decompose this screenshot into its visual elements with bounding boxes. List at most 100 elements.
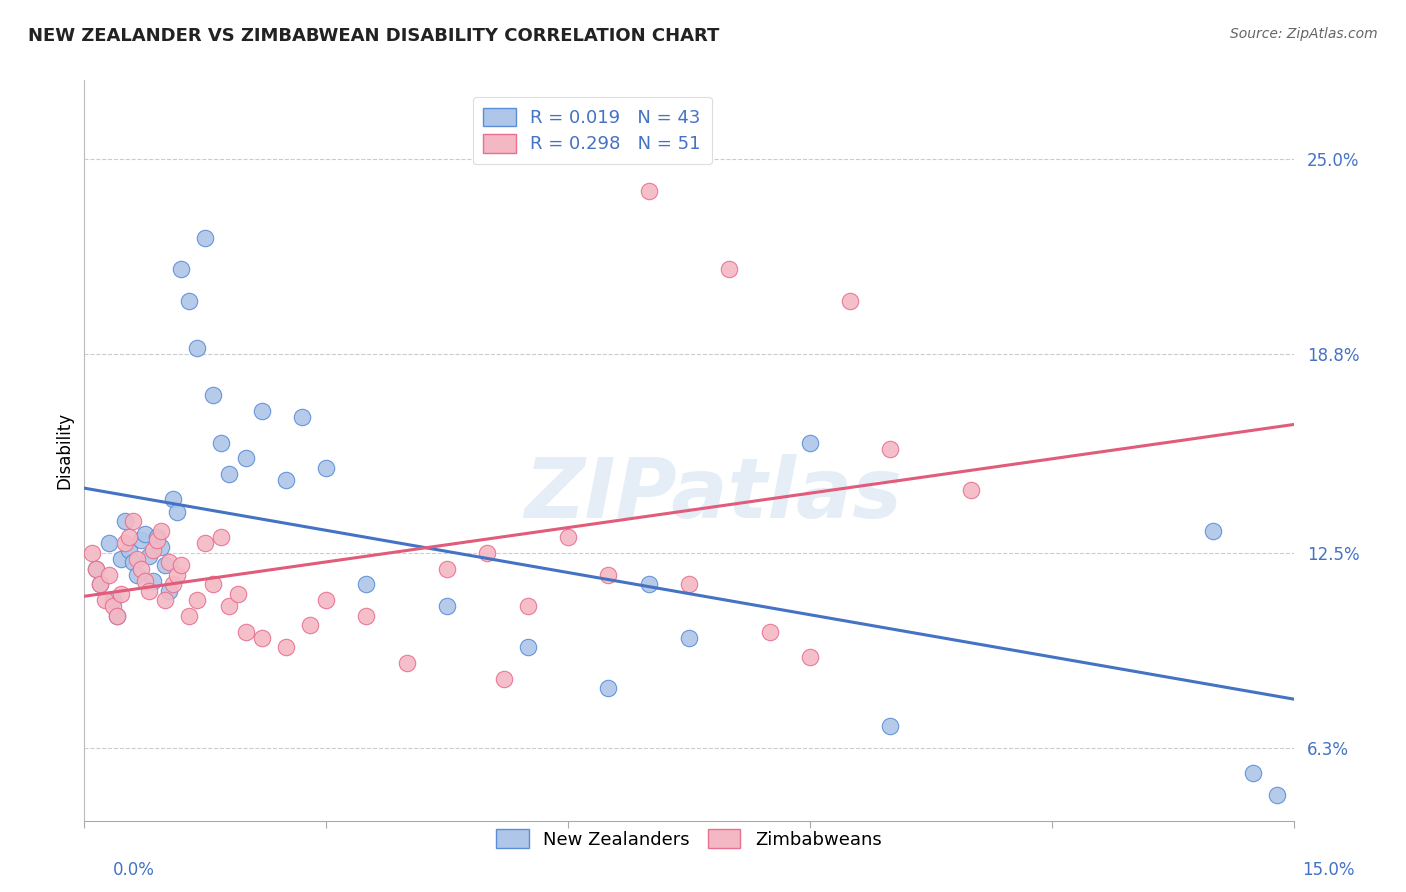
Point xyxy=(170,262,193,277)
Point xyxy=(879,719,901,733)
Point xyxy=(125,552,148,566)
Point xyxy=(114,514,136,528)
Point xyxy=(492,672,515,686)
Point xyxy=(138,549,160,563)
Point xyxy=(134,527,156,541)
Point xyxy=(82,546,104,560)
Point xyxy=(799,435,821,450)
Point xyxy=(1241,766,1264,780)
Point xyxy=(960,483,983,497)
Point xyxy=(395,656,418,670)
Point xyxy=(202,577,225,591)
Point xyxy=(153,593,176,607)
Point xyxy=(477,546,499,560)
Point xyxy=(142,574,165,589)
Point xyxy=(879,442,901,456)
Point xyxy=(110,587,132,601)
Point xyxy=(114,536,136,550)
Point xyxy=(121,555,143,569)
Point xyxy=(194,536,217,550)
Point xyxy=(218,599,240,614)
Point xyxy=(86,561,108,575)
Point xyxy=(226,587,249,601)
Point xyxy=(1202,524,1225,538)
Point xyxy=(274,474,297,488)
Point xyxy=(250,631,273,645)
Point xyxy=(93,593,115,607)
Point xyxy=(598,681,620,696)
Point xyxy=(162,577,184,591)
Point xyxy=(101,599,124,614)
Point xyxy=(101,593,124,607)
Point xyxy=(637,184,659,198)
Point xyxy=(179,293,201,308)
Point xyxy=(157,555,180,569)
Point xyxy=(118,530,141,544)
Point xyxy=(86,561,108,575)
Point xyxy=(186,593,208,607)
Point xyxy=(194,231,217,245)
Text: 15.0%: 15.0% xyxy=(1302,861,1355,879)
Point xyxy=(146,530,169,544)
Point xyxy=(291,410,314,425)
Point xyxy=(202,388,225,402)
Text: ZIPatlas: ZIPatlas xyxy=(524,454,903,535)
Point xyxy=(118,542,141,557)
Point xyxy=(142,542,165,557)
Point xyxy=(516,599,538,614)
Text: 0.0%: 0.0% xyxy=(112,861,155,879)
Point xyxy=(839,293,862,308)
Point xyxy=(146,533,169,548)
Point xyxy=(166,568,188,582)
Point xyxy=(157,583,180,598)
Point xyxy=(436,599,458,614)
Point xyxy=(218,467,240,481)
Point xyxy=(105,608,128,623)
Point xyxy=(315,460,337,475)
Point xyxy=(97,568,120,582)
Point xyxy=(235,624,257,639)
Point xyxy=(89,577,111,591)
Point xyxy=(637,577,659,591)
Point xyxy=(356,608,378,623)
Point xyxy=(516,640,538,655)
Point xyxy=(129,533,152,548)
Text: NEW ZEALANDER VS ZIMBABWEAN DISABILITY CORRELATION CHART: NEW ZEALANDER VS ZIMBABWEAN DISABILITY C… xyxy=(28,27,720,45)
Point xyxy=(799,649,821,664)
Point xyxy=(125,568,148,582)
Point xyxy=(250,404,273,418)
Point xyxy=(678,577,700,591)
Point xyxy=(149,524,172,538)
Point xyxy=(186,341,208,355)
Point xyxy=(129,561,152,575)
Point xyxy=(97,536,120,550)
Point xyxy=(149,540,172,554)
Point xyxy=(105,608,128,623)
Point xyxy=(436,561,458,575)
Point xyxy=(598,568,620,582)
Point xyxy=(162,492,184,507)
Point xyxy=(209,530,232,544)
Text: Source: ZipAtlas.com: Source: ZipAtlas.com xyxy=(1230,27,1378,41)
Point xyxy=(138,583,160,598)
Point xyxy=(170,558,193,573)
Point xyxy=(235,451,257,466)
Point xyxy=(718,262,741,277)
Point xyxy=(678,631,700,645)
Point xyxy=(299,618,322,632)
Point xyxy=(110,552,132,566)
Legend: New Zealanders, Zimbabweans: New Zealanders, Zimbabweans xyxy=(489,822,889,856)
Point xyxy=(134,574,156,589)
Point xyxy=(758,624,780,639)
Point xyxy=(315,593,337,607)
Point xyxy=(209,435,232,450)
Point xyxy=(274,640,297,655)
Point xyxy=(153,558,176,573)
Point xyxy=(179,608,201,623)
Point xyxy=(121,514,143,528)
Point xyxy=(1267,789,1289,803)
Point xyxy=(557,530,579,544)
Point xyxy=(356,577,378,591)
Y-axis label: Disability: Disability xyxy=(55,412,73,489)
Point xyxy=(166,505,188,519)
